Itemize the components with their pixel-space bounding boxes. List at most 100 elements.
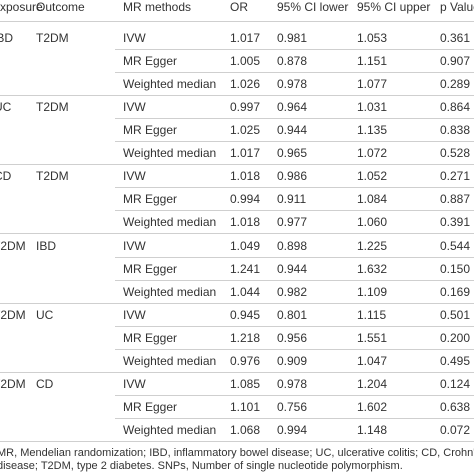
method-cell: MR Egger (123, 330, 178, 345)
footnote: MR, Mendelian randomization; IBD, inflam… (0, 447, 474, 459)
method-cell: IVW (123, 238, 146, 253)
value-cell: 1.047 (357, 353, 388, 368)
exposure-cell: T2DM (0, 307, 26, 322)
method-cell: Weighted median (123, 146, 217, 161)
method-cell: Weighted median (123, 77, 217, 91)
outcome-cell: T2DM (36, 169, 69, 184)
value-cell: 0.271 (440, 169, 471, 184)
row-rule (115, 418, 474, 419)
value-cell: 0.864 (440, 100, 471, 115)
row-rule (115, 72, 474, 73)
group-rule (0, 441, 474, 442)
method-cell: IVW (123, 100, 146, 115)
method-cell: IVW (123, 31, 146, 45)
value-cell: 0.150 (440, 261, 471, 276)
value-cell: 0.964 (277, 100, 308, 115)
value-cell: 0.878 (277, 54, 308, 68)
value-cell: 0.978 (277, 77, 308, 91)
value-cell: 1.241 (230, 261, 261, 276)
method-cell: MR Egger (123, 123, 178, 138)
value-cell: 1.072 (357, 146, 388, 161)
value-cell: 1.060 (357, 215, 388, 230)
method-cell: Weighted median (123, 284, 217, 299)
exposure-cell: T2DM (0, 377, 26, 391)
method-cell: Weighted median (123, 353, 217, 368)
value-cell: 1.602 (357, 400, 388, 414)
value-cell: 1.017 (230, 31, 261, 45)
value-cell: 0.911 (277, 192, 307, 207)
value-cell: 0.756 (277, 400, 308, 414)
column-header: OR (230, 0, 248, 14)
value-cell: 1.025 (230, 123, 261, 138)
row-rule (115, 49, 474, 50)
value-cell: 1.049 (230, 238, 261, 253)
value-cell: 0.289 (440, 77, 471, 91)
exposure-cell: IBD (0, 31, 14, 45)
value-cell: 1.026 (230, 77, 261, 91)
group-rule (0, 164, 474, 166)
value-cell: 1.053 (357, 31, 388, 45)
method-cell: MR Egger (123, 54, 178, 68)
row-rule (115, 348, 474, 350)
group-rule (0, 233, 474, 235)
value-cell: 1.077 (357, 77, 388, 91)
value-cell: 0.909 (277, 353, 308, 368)
value-cell: 0.495 (440, 353, 471, 368)
method-cell: MR Egger (123, 261, 178, 276)
value-cell: 1.225 (357, 238, 388, 253)
value-cell: 1.044 (230, 284, 261, 299)
value-cell: 0.169 (440, 284, 471, 299)
value-cell: 1.005 (230, 54, 261, 68)
column-header: 95% CI lower (277, 0, 349, 14)
method-cell: Weighted median (123, 423, 217, 437)
method-cell: IVW (123, 377, 146, 391)
value-cell: 0.501 (440, 307, 471, 322)
group-rule (0, 95, 474, 96)
outcome-cell: T2DM (36, 100, 69, 115)
outcome-cell: UC (36, 307, 54, 322)
value-cell: 0.994 (230, 192, 261, 207)
value-cell: 1.068 (230, 423, 261, 437)
column-header: p Value (440, 0, 474, 14)
value-cell: 0.965 (277, 146, 308, 161)
method-cell: MR Egger (123, 192, 178, 207)
value-cell: 1.218 (230, 330, 261, 345)
value-cell: 0.887 (440, 192, 471, 207)
value-cell: 0.986 (277, 169, 308, 184)
value-cell: 0.977 (277, 215, 308, 230)
footnote: disease; T2DM, type 2 diabetes. SNPs, Nu… (0, 460, 403, 472)
value-cell: 1.085 (230, 377, 261, 391)
group-rule (0, 371, 474, 373)
value-cell: 1.018 (230, 169, 261, 184)
value-cell: 0.391 (440, 215, 471, 230)
value-cell: 1.115 (357, 307, 387, 322)
value-cell: 0.945 (230, 307, 261, 322)
outcome-cell: T2DM (36, 31, 69, 45)
value-cell: 1.551 (357, 330, 388, 345)
exposure-cell: T2DM (0, 238, 26, 253)
exposure-cell: UC (0, 100, 12, 115)
method-cell: IVW (123, 307, 146, 322)
value-cell: 1.084 (357, 192, 388, 207)
row-rule (115, 141, 474, 143)
value-cell: 1.148 (357, 423, 388, 437)
value-cell: 0.978 (277, 377, 308, 391)
row-rule (115, 279, 474, 281)
value-cell: 1.101 (230, 400, 261, 414)
value-cell: 1.018 (230, 215, 261, 230)
value-cell: 1.632 (357, 261, 388, 276)
row-rule (115, 118, 474, 120)
value-cell: 0.956 (277, 330, 308, 345)
value-cell: 0.907 (440, 54, 471, 68)
value-cell: 0.898 (277, 238, 308, 253)
header-rule (0, 21, 474, 22)
column-header: 95% CI upper (357, 0, 431, 14)
value-cell: 0.528 (440, 146, 471, 161)
outcome-cell: IBD (36, 238, 57, 253)
method-cell: IVW (123, 169, 146, 184)
exposure-cell: CD (0, 169, 12, 184)
value-cell: 0.361 (440, 31, 471, 45)
value-cell: 0.944 (277, 261, 308, 276)
value-cell: 0.638 (440, 400, 471, 414)
value-cell: 1.052 (357, 169, 388, 184)
